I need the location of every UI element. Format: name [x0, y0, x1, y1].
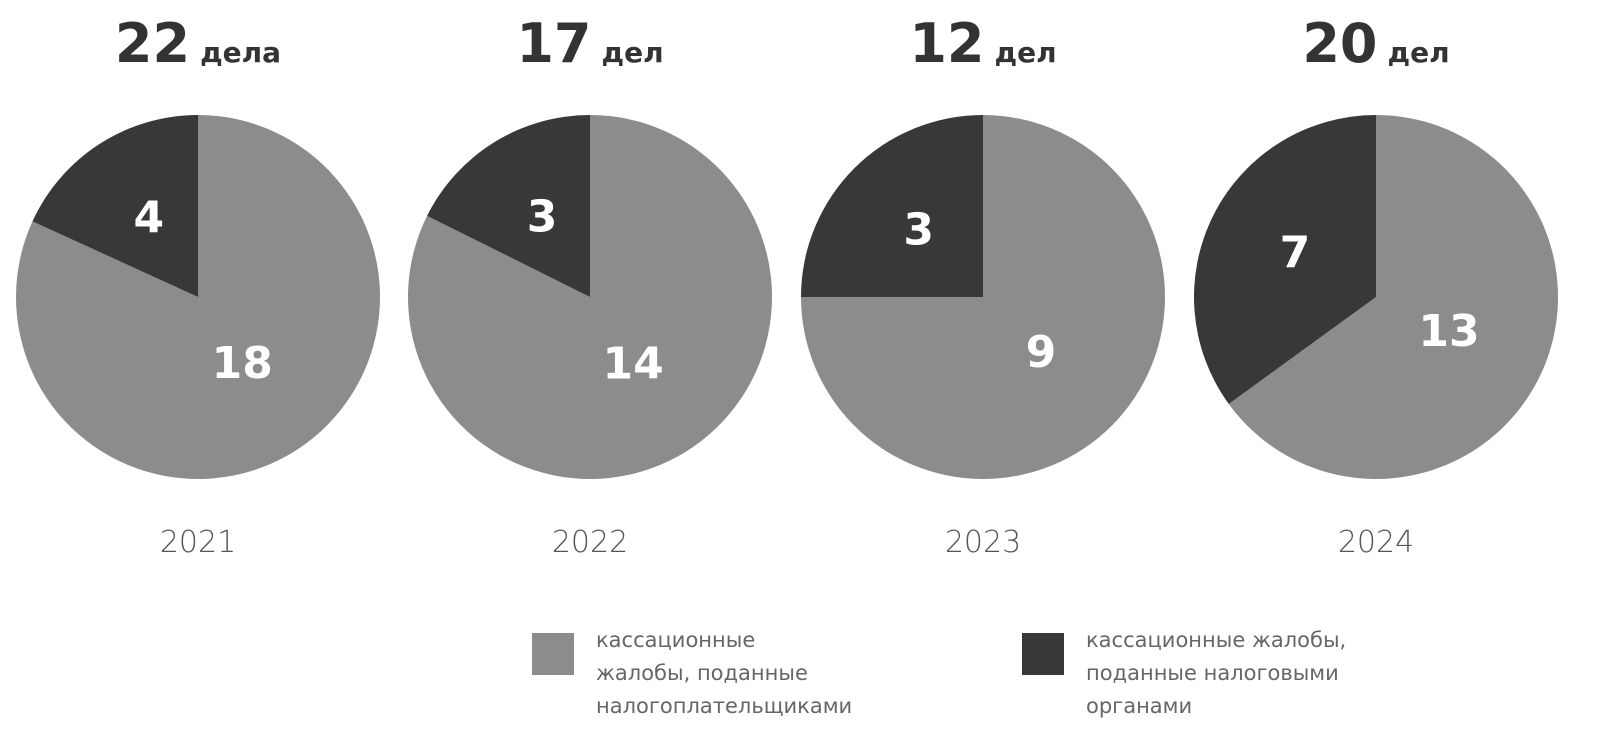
pie-slice: [1228, 115, 1559, 480]
legend-line: налогоплательщиками: [596, 694, 852, 718]
pie-unit: дела: [200, 36, 281, 69]
slice-label: 13: [1418, 306, 1479, 357]
slice-label: 7: [1280, 228, 1311, 279]
pie-year: 2022: [552, 525, 628, 560]
legend-swatch: [532, 633, 574, 675]
legend-swatch: [1022, 633, 1064, 675]
legend-line: органами: [1086, 694, 1192, 718]
legend-line: кассационные жалобы,: [1086, 628, 1346, 652]
slice-label: 14: [602, 339, 663, 390]
slice-label: 9: [1026, 327, 1057, 378]
pie-title: 22 дела: [115, 12, 281, 75]
pie-unit: дел: [1388, 36, 1450, 69]
pie-total: 22: [115, 12, 190, 75]
legend-label: кассационные жалобы, поданные налоговыми о…: [1086, 628, 1346, 718]
pie-slice: [801, 115, 983, 297]
legend-line: жалобы, поданные: [596, 661, 808, 685]
pie-title: 17 дел: [516, 12, 663, 75]
legend-label: кассационные жалобы, поданные налогоплател…: [596, 628, 852, 718]
legend-line: кассационные: [596, 628, 755, 652]
legend-line: поданные налоговыми: [1086, 661, 1339, 685]
pie-title: 20 дел: [1302, 12, 1449, 75]
pie-unit: дел: [602, 36, 664, 69]
pie-unit: дел: [995, 36, 1057, 69]
pie-slice: [1194, 115, 1376, 404]
pie-total: 20: [1302, 12, 1377, 75]
slice-label: 3: [527, 192, 558, 243]
slice-label: 18: [212, 338, 273, 389]
pie-total: 12: [909, 12, 984, 75]
pie-year: 2023: [945, 525, 1021, 560]
slice-label: 3: [903, 205, 934, 256]
pie-total: 17: [516, 12, 591, 75]
pie-slice: [427, 115, 590, 297]
pie-year: 2024: [1338, 525, 1414, 560]
pie-slice: [32, 115, 198, 297]
pie-title: 12 дел: [909, 12, 1056, 75]
pie-year: 2021: [160, 525, 236, 560]
slice-label: 4: [133, 192, 164, 243]
